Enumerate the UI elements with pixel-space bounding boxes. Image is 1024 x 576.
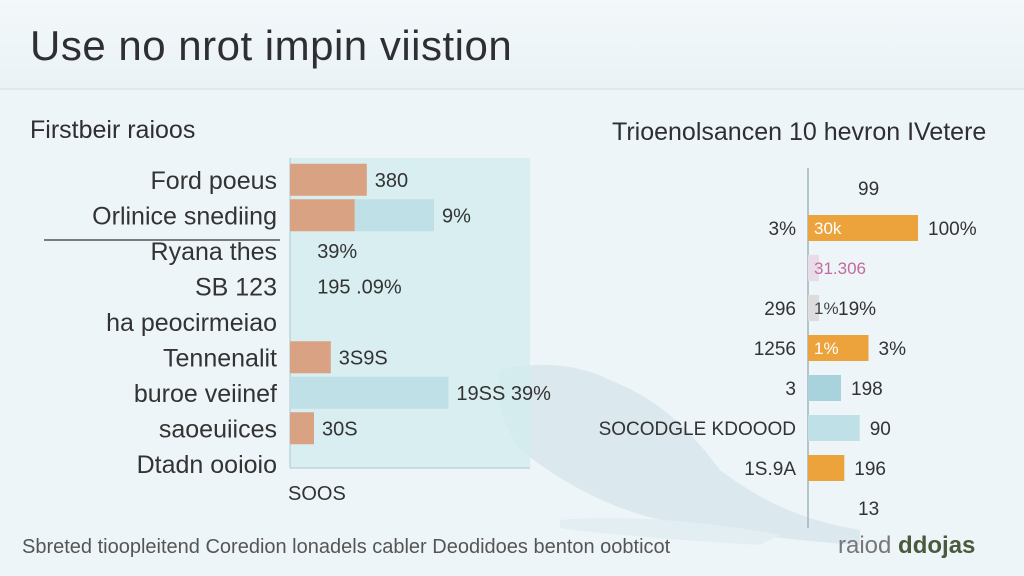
- bar: [808, 215, 918, 241]
- bar: [290, 163, 367, 196]
- bar: [808, 455, 845, 481]
- bar: [808, 255, 819, 281]
- bar-inner-label: 1%: [814, 339, 839, 358]
- value-label: 19SS 39%: [456, 383, 551, 405]
- bar: [290, 412, 314, 445]
- value-label: 195 .09%: [317, 276, 402, 298]
- brand-prefix: raiod: [838, 532, 892, 559]
- row-right-label: 90: [870, 419, 891, 440]
- category-label: Orlinice snediing: [92, 202, 277, 230]
- row-right-label: 99: [858, 179, 879, 200]
- category-label: saoeuiices: [159, 415, 277, 443]
- category-label: ha peocirmeiao: [106, 309, 277, 337]
- bar: [290, 199, 355, 232]
- bar: [290, 376, 449, 409]
- row-right-label: 196: [854, 459, 886, 480]
- category-label: Ford poeus: [151, 167, 277, 195]
- category-label: SB 123: [195, 273, 277, 301]
- category-label: Tennenalit: [163, 344, 277, 372]
- category-label: buroe veiinef: [134, 380, 277, 408]
- bar: [290, 341, 331, 374]
- bar-inner-label: 1%: [814, 299, 839, 318]
- row-right-label: 198: [851, 379, 883, 400]
- row-right-label: 3%: [879, 339, 907, 360]
- value-label: 30S: [322, 418, 358, 440]
- row-left-label: 1S.9A: [744, 459, 796, 480]
- bar: [808, 375, 841, 401]
- bar: [808, 295, 819, 321]
- brand-name: ddojas: [898, 532, 976, 559]
- row-left-label: SOCODGLE KDOOOD: [599, 419, 796, 440]
- value-label: 9%: [442, 205, 471, 227]
- brand-logo: raiod ddojas: [838, 532, 975, 560]
- value-label: 380: [375, 170, 408, 192]
- left-chart-title: Firstbeir raioos: [30, 116, 196, 144]
- row-left-label: 296: [764, 299, 796, 320]
- bar: [808, 335, 869, 361]
- footer-note: Sbreted tioopleitend Coredion lonadels c…: [22, 536, 671, 558]
- row-left-label: 1256: [754, 339, 796, 360]
- category-label: Dtadn ooioio: [137, 451, 277, 479]
- row-left-label: 3: [785, 379, 796, 400]
- row-left-label: 3%: [769, 219, 797, 240]
- row-right-label: 100%: [928, 219, 977, 240]
- value-label: 39%: [317, 241, 357, 263]
- bar: [354, 199, 434, 232]
- title-band: [0, 0, 1024, 90]
- category-label: Ryana thes: [151, 238, 277, 266]
- value-label: 3S9S: [339, 347, 388, 369]
- right-chart-title: Trioenolsancen 10 hevron IVetere: [612, 118, 987, 146]
- page-title: Use no nrot impin viistion: [30, 22, 513, 69]
- row-right-label: 13: [858, 499, 879, 520]
- row-right-label: 19%: [838, 299, 876, 320]
- bar-inner-label: 30k: [814, 219, 842, 238]
- bar-inner-label: 31.306: [814, 259, 866, 278]
- bar: [808, 415, 860, 441]
- x-tick-label: SOOS: [288, 483, 346, 505]
